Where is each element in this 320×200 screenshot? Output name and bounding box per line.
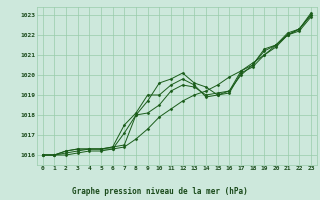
Text: Graphe pression niveau de la mer (hPa): Graphe pression niveau de la mer (hPa) (72, 187, 248, 196)
